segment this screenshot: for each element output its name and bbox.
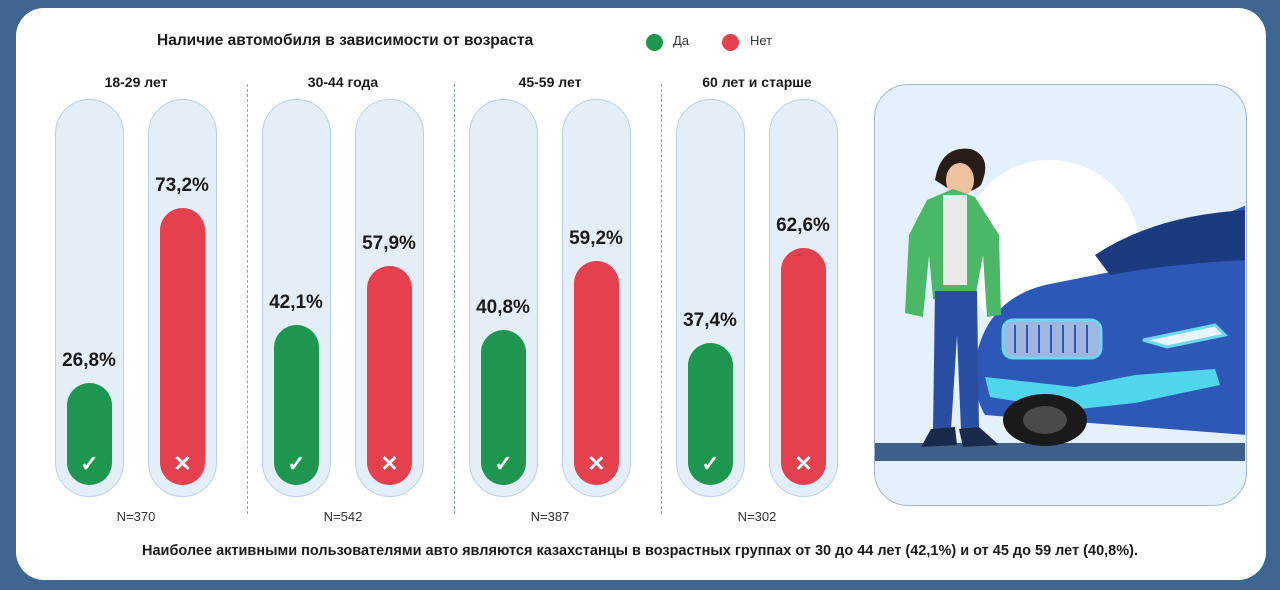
man-and-car-image bbox=[875, 148, 1246, 461]
group-divider bbox=[247, 84, 248, 514]
data-label: 59,2% bbox=[569, 228, 623, 249]
legend-swatch-no bbox=[722, 34, 739, 51]
cross-icon: ✕ bbox=[380, 451, 399, 476]
check-icon: ✓ bbox=[701, 451, 720, 476]
group-divider bbox=[454, 84, 455, 514]
sample-size-label: N=542 bbox=[323, 509, 363, 524]
data-label: 37,4% bbox=[683, 310, 737, 331]
sample-size-label: N=302 bbox=[737, 509, 777, 524]
group-title: 30-44 года bbox=[307, 74, 379, 90]
cross-icon: ✕ bbox=[794, 451, 813, 476]
footer-note: Наиболее активными пользователями авто я… bbox=[142, 543, 1138, 559]
cross-icon: ✕ bbox=[587, 451, 606, 476]
check-icon: ✓ bbox=[287, 451, 306, 476]
data-label: 42,1% bbox=[269, 292, 323, 313]
group-divider bbox=[661, 84, 662, 514]
group-title: 18-29 лет bbox=[104, 74, 168, 90]
data-label: 40,8% bbox=[476, 297, 530, 318]
check-icon: ✓ bbox=[494, 451, 513, 476]
bar-no bbox=[781, 248, 826, 485]
bar-no bbox=[574, 261, 619, 485]
chart-title: Наличие автомобиля в зависимости от возр… bbox=[157, 32, 534, 49]
legend-swatch-yes bbox=[646, 34, 663, 51]
legend-label-yes: Да bbox=[673, 33, 690, 48]
bar-yes bbox=[481, 330, 526, 485]
bar-yes bbox=[688, 343, 733, 485]
data-label: 73,2% bbox=[155, 175, 209, 196]
car-illustration bbox=[874, 84, 1247, 506]
data-label: 62,6% bbox=[776, 215, 830, 236]
legend-label-no: Нет bbox=[750, 33, 773, 48]
check-icon: ✓ bbox=[80, 451, 99, 476]
sample-size-label: N=370 bbox=[116, 509, 156, 524]
bar-no bbox=[160, 208, 205, 485]
data-label: 57,9% bbox=[362, 233, 416, 254]
bar-no bbox=[367, 266, 412, 485]
group-title: 60 лет и старше bbox=[702, 74, 812, 90]
bar-yes bbox=[67, 383, 112, 485]
sample-size-label: N=387 bbox=[530, 509, 570, 524]
group-title: 45-59 лет bbox=[518, 74, 582, 90]
bar-yes bbox=[274, 325, 319, 485]
cross-icon: ✕ bbox=[173, 451, 192, 476]
data-label: 26,8% bbox=[62, 350, 116, 371]
